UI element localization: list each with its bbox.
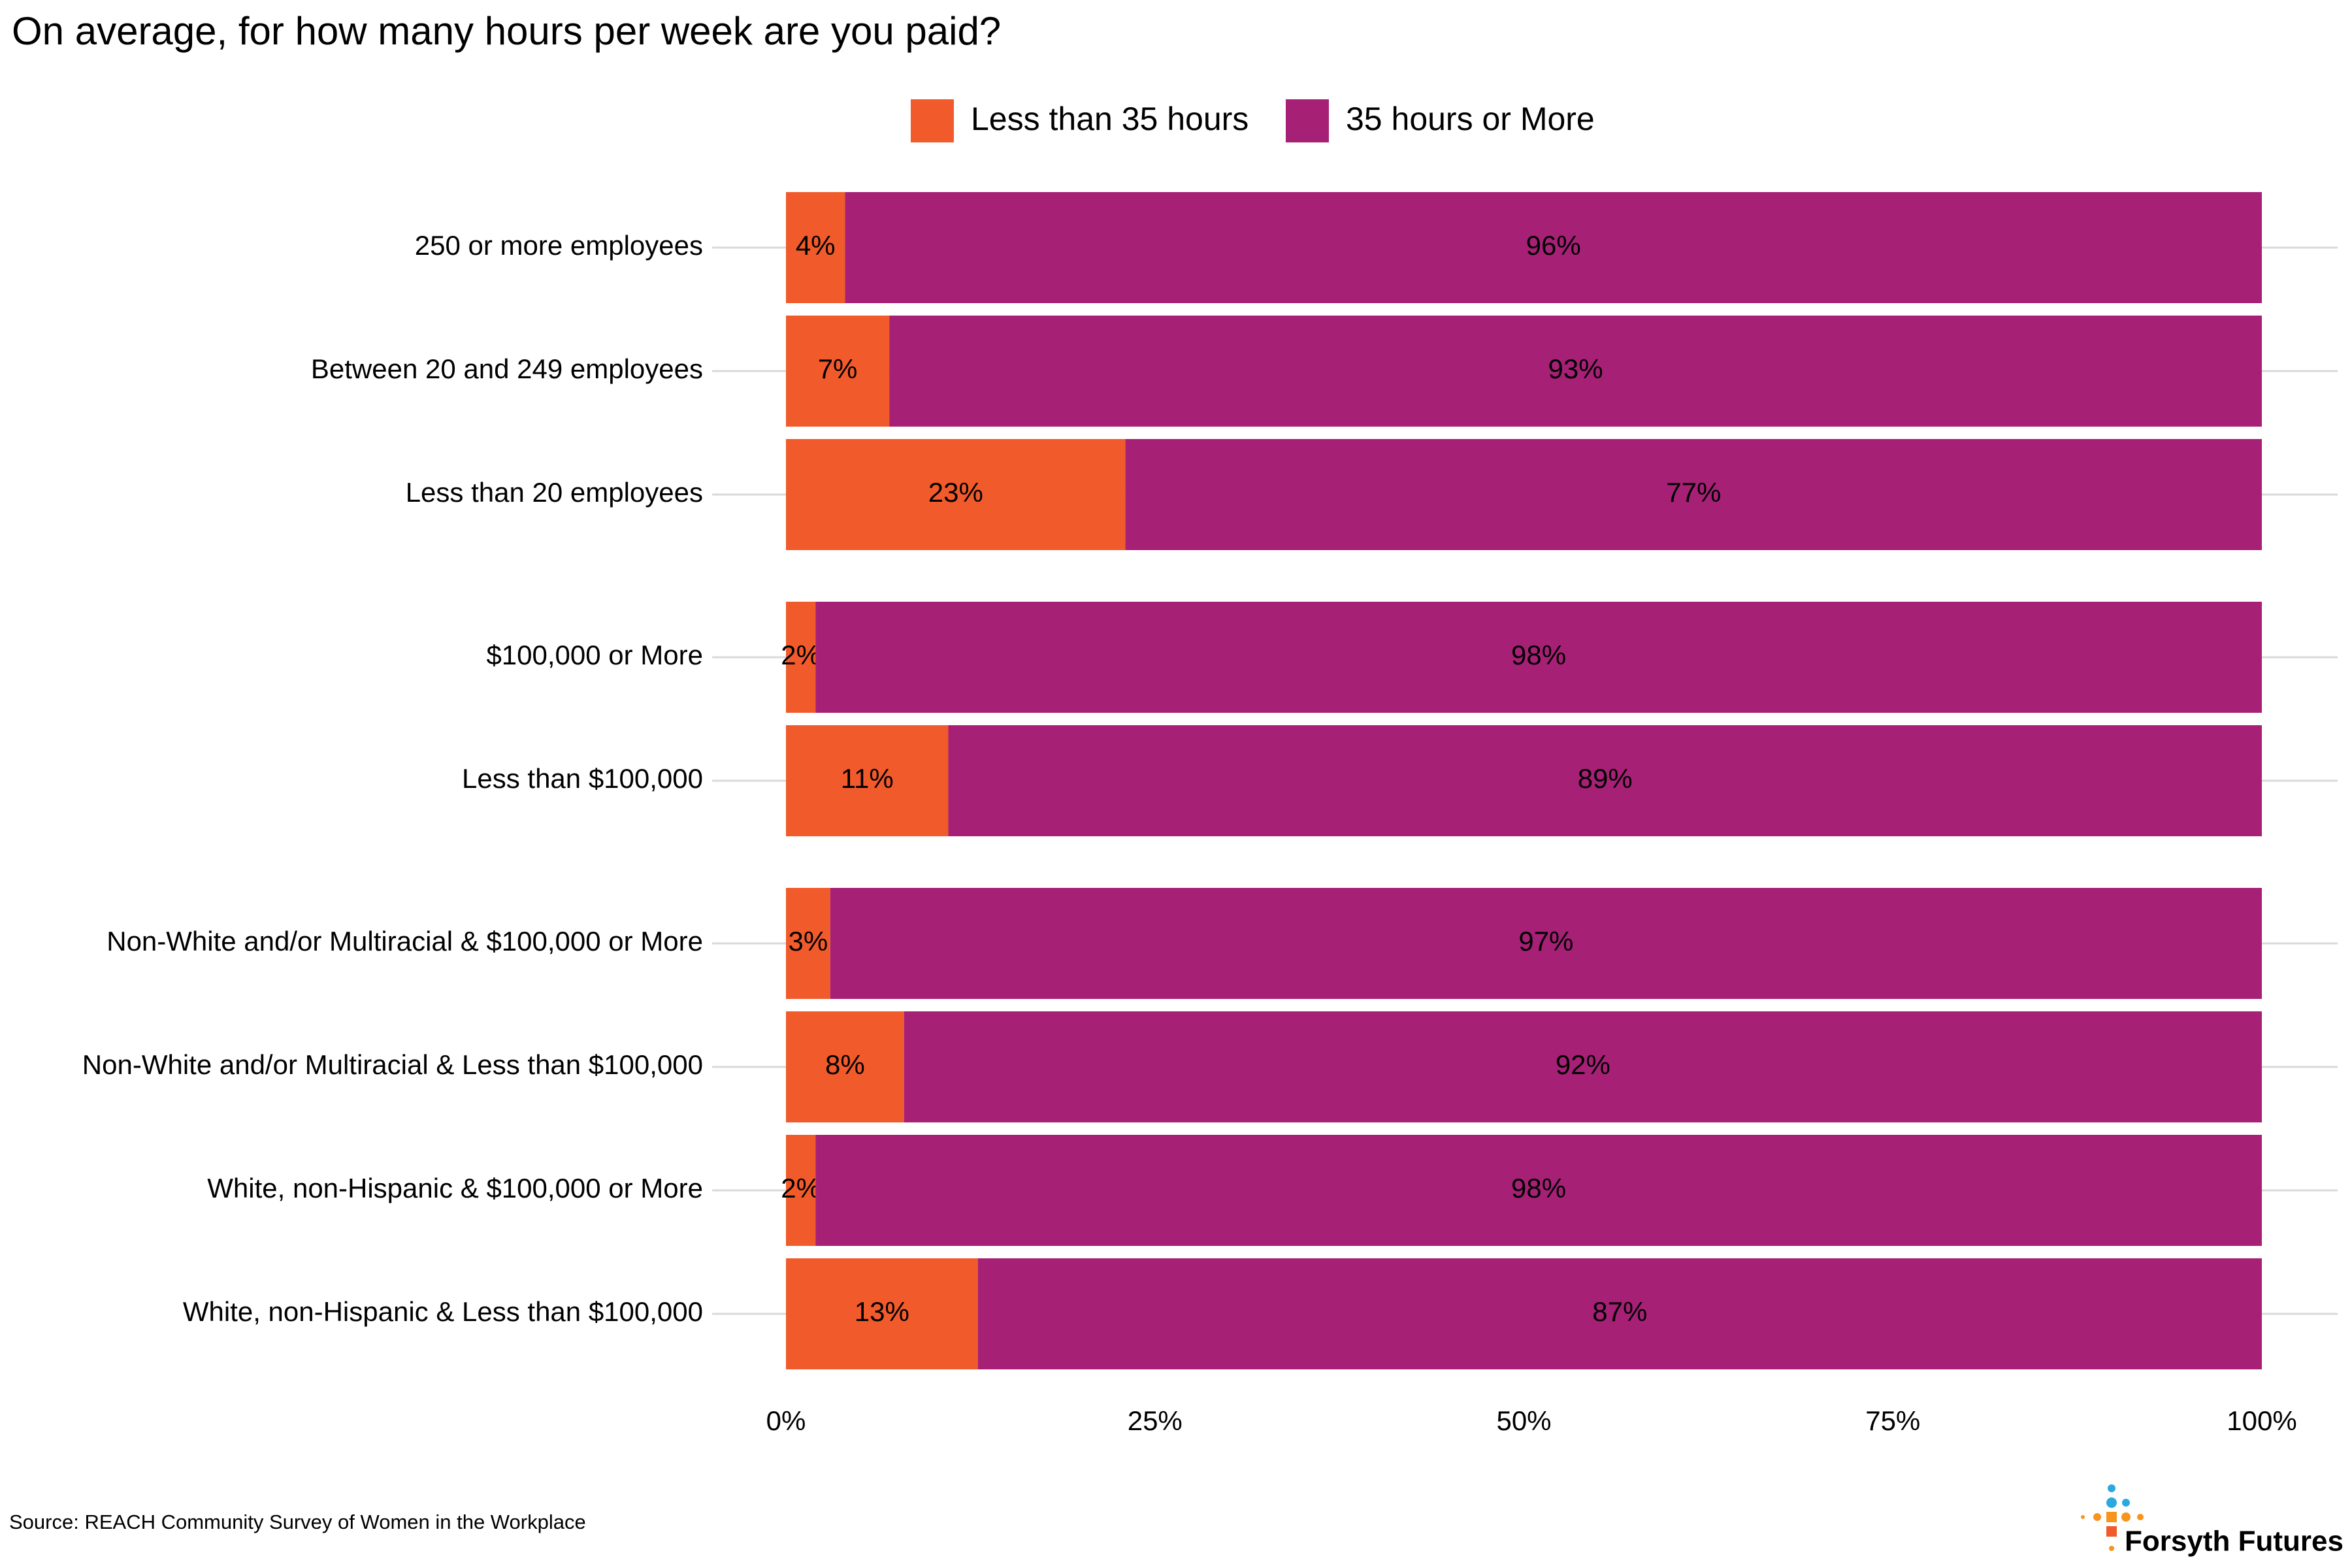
bar-segment: [904, 1011, 2262, 1122]
bar-segment: [845, 192, 2262, 303]
value-label: 8%: [825, 1049, 865, 1080]
bar-segment: [977, 1258, 2262, 1369]
value-label: 92%: [1556, 1049, 1610, 1080]
value-label: 97%: [1518, 926, 1573, 956]
value-label: 2%: [781, 640, 821, 670]
chart-title: On average, for how many hours per week …: [12, 9, 1001, 53]
y-tick-label: Non-White and/or Multiracial & $100,000 …: [106, 926, 703, 956]
bar-segment: [815, 1135, 2262, 1246]
value-label: 13%: [855, 1296, 909, 1327]
y-tick-label: Less than $100,000: [462, 763, 703, 794]
bar-segment: [786, 1258, 978, 1369]
value-label: 23%: [928, 477, 983, 508]
x-tick-label: 0%: [766, 1405, 806, 1436]
y-tick-label: $100,000 or More: [486, 640, 703, 670]
value-label: 77%: [1666, 477, 1721, 508]
value-label: 93%: [1548, 353, 1603, 384]
value-label: 98%: [1511, 1173, 1566, 1203]
value-label: 2%: [781, 1173, 821, 1203]
bar-segment: [786, 602, 816, 713]
x-tick-label: 100%: [2227, 1405, 2296, 1436]
value-label: 98%: [1511, 640, 1566, 670]
legend-label: Less than 35 hours: [971, 101, 1249, 137]
legend-swatch: [1286, 99, 1329, 142]
bar-segment: [948, 725, 2262, 836]
value-label: 3%: [789, 926, 828, 956]
source: Source: REACH Community Survey of Women …: [9, 1511, 586, 1533]
y-tick-label: White, non-Hispanic & Less than $100,000: [183, 1296, 703, 1327]
x-tick-label: 75%: [1865, 1405, 1920, 1436]
bar-segment: [889, 316, 2262, 427]
bar-segment: [786, 316, 890, 427]
bar-segment: [830, 888, 2262, 999]
value-label: 4%: [796, 230, 836, 261]
bar-segment: [786, 725, 949, 836]
bar-segment: [786, 888, 830, 999]
logo-text: Forsyth Futures: [2125, 1526, 2344, 1558]
value-label: 7%: [818, 353, 858, 384]
value-label: 96%: [1526, 230, 1581, 261]
value-label: 87%: [1592, 1296, 1647, 1327]
logo-dots: [2081, 1484, 2144, 1551]
y-tick-label: Less than 20 employees: [406, 477, 703, 508]
y-tick-label: 250 or more employees: [415, 230, 703, 261]
y-tick-label: Between 20 and 249 employees: [311, 353, 703, 384]
bar-segment: [786, 1011, 904, 1122]
bar-segment: [786, 439, 1126, 550]
value-label: 11%: [841, 763, 894, 794]
legend-swatch: [911, 99, 954, 142]
legend-label: 35 hours or More: [1346, 101, 1595, 137]
bar-segment: [815, 602, 2262, 713]
x-tick-label: 25%: [1128, 1405, 1183, 1436]
y-tick-label: Non-White and/or Multiracial & Less than…: [82, 1049, 703, 1080]
x-tick-label: 50%: [1496, 1405, 1551, 1436]
y-tick-label: White, non-Hispanic & $100,000 or More: [207, 1173, 703, 1203]
bar-segment: [1125, 439, 2262, 550]
bar-segment: [786, 192, 845, 303]
bar-segment: [786, 1135, 816, 1246]
value-label: 89%: [1578, 763, 1633, 794]
